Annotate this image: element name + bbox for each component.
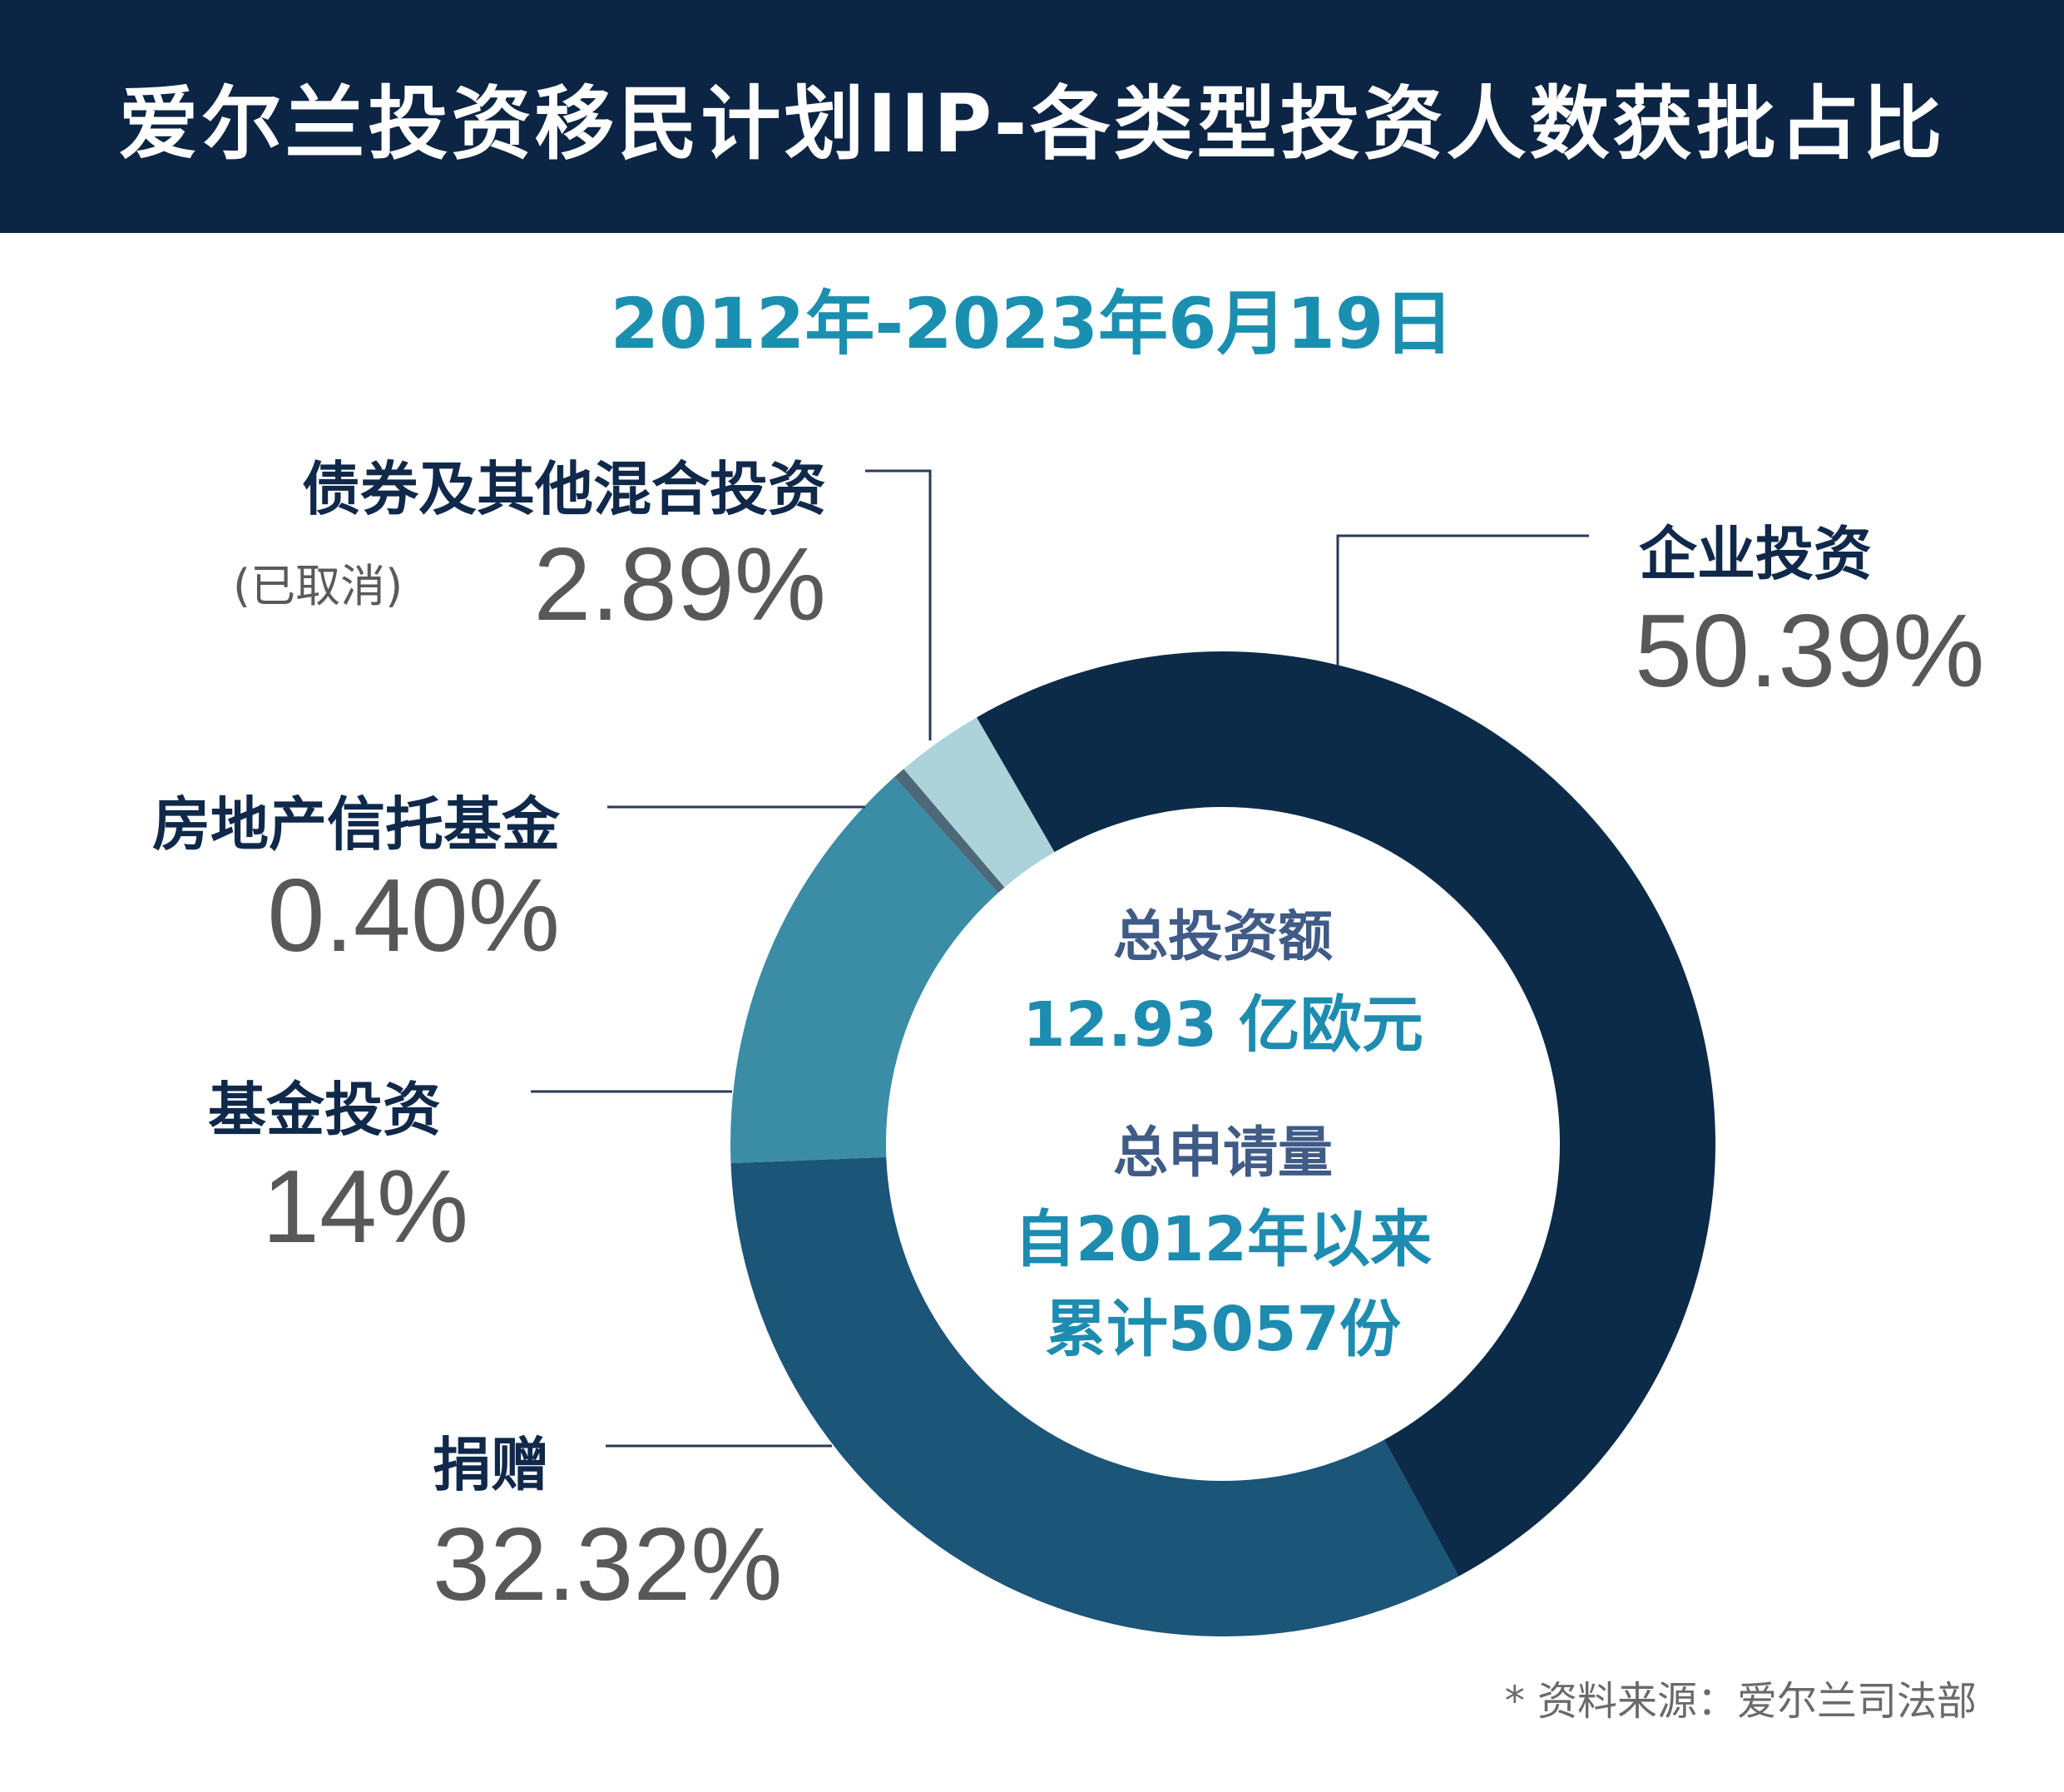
leader-line-enterprise: [1336, 534, 1589, 666]
leader-lines: [531, 469, 1589, 1448]
label-fund-pct: 14%: [262, 1150, 469, 1265]
donut-slice-enterprise: [977, 651, 1716, 1577]
label-reit-pct: 0.40%: [267, 859, 560, 973]
donut-slice-bond: [903, 717, 1055, 888]
center-applications-line1: 自2012年以来: [1014, 1204, 1432, 1275]
donut-slice-reit: [894, 769, 1005, 894]
label-donation-name: 捐赠: [433, 1431, 549, 1499]
title-banner: 爱尔兰投资移民计划IIP-各类型投资人数获批占比: [0, 0, 2064, 233]
leader-line-bond: [865, 469, 932, 740]
label-fund-name: 基金投资: [208, 1076, 441, 1144]
label-donation-pct: 32.32%: [433, 1507, 783, 1622]
donut-slices: [730, 651, 1716, 1636]
label-bond-pct: 2.89%: [533, 527, 826, 642]
donut-slice-fund: [730, 776, 998, 1164]
center-investment-label: 总投资额: [1113, 904, 1333, 968]
label-bond-name: 债券及其他混合投资: [302, 455, 826, 523]
label-bond-note: (已取消): [233, 560, 403, 612]
center-applications-label: 总申请量: [1113, 1121, 1333, 1185]
donut-slice-donation: [730, 1156, 1459, 1636]
source-note: * 资料来源：爱尔兰司法部: [1504, 1678, 1977, 1725]
chart-title: 爱尔兰投资移民计划IIP-各类型投资人数获批占比: [118, 77, 1946, 171]
label-enterprise-pct: 50.39%: [1635, 594, 1985, 709]
label-enterprise-name: 企业投资: [1639, 520, 1872, 588]
center-applications-line2: 累计5057份: [1045, 1294, 1401, 1365]
label-reit-name: 房地产信托基金: [152, 790, 560, 859]
chart-subtitle: 2012年-2023年6月19日: [610, 283, 1454, 364]
center-investment-value: 12.93 亿欧元: [1022, 989, 1423, 1061]
